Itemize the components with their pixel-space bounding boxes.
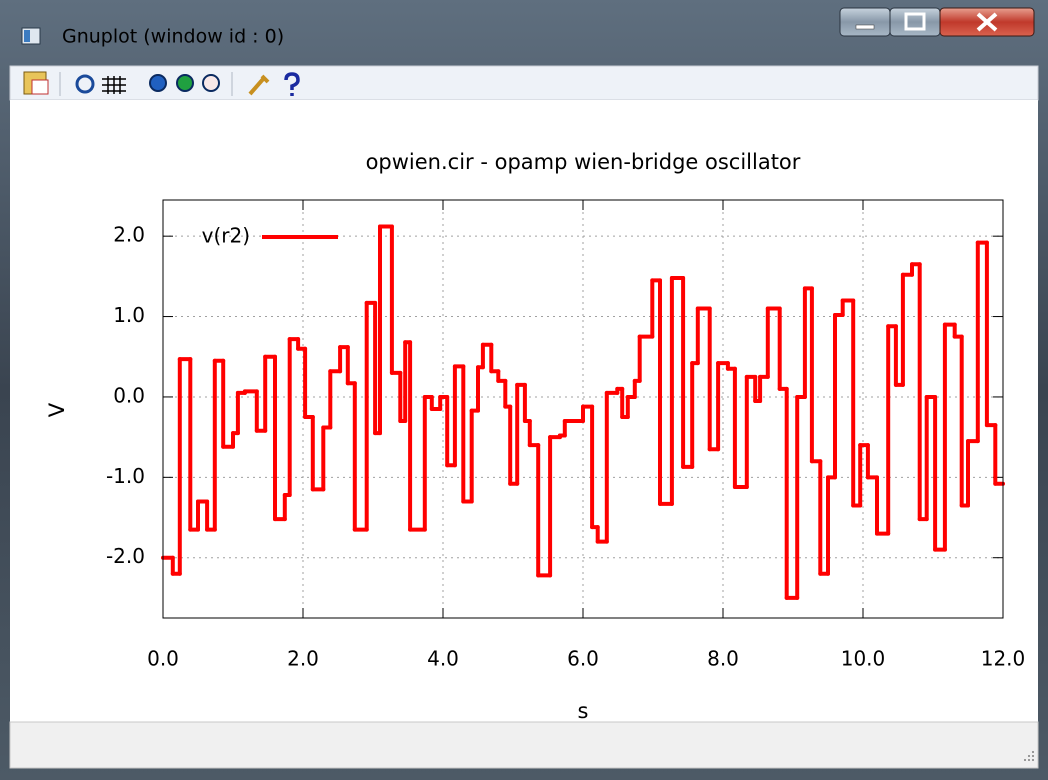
autoscale-icon[interactable] <box>202 74 220 92</box>
plot-border <box>162 199 1004 619</box>
x-axis-label: s <box>578 699 589 723</box>
grid-icon[interactable] <box>102 76 126 94</box>
x-tick-label: 4.0 <box>427 647 459 671</box>
resize-grip <box>1024 751 1034 761</box>
maximize-button[interactable] <box>889 7 941 37</box>
status-bar <box>9 721 1039 769</box>
y-axis-label: V <box>45 402 69 417</box>
help-icon[interactable] <box>284 72 300 96</box>
x-tick-label: 8.0 <box>707 647 739 671</box>
zoom-prev-icon[interactable] <box>149 74 167 92</box>
x-tick-label: 6.0 <box>567 647 599 671</box>
y-tick-label: 0.0 <box>113 383 145 407</box>
zoom-next-icon[interactable] <box>176 74 194 92</box>
copy-icon-part <box>31 79 49 95</box>
x-tick-label: 2.0 <box>287 647 319 671</box>
legend-label: v(r2) <box>202 224 250 248</box>
x-tick-label: 10.0 <box>841 647 886 671</box>
close-glyph <box>976 12 998 32</box>
options-icon[interactable] <box>248 74 270 96</box>
replot-icon[interactable] <box>75 74 95 94</box>
y-tick-label: 2.0 <box>113 223 145 247</box>
y-tick-label: -2.0 <box>106 544 145 568</box>
chart-title: opwien.cir - opamp wien-bridge oscillato… <box>366 150 801 174</box>
minimize-button[interactable] <box>839 7 891 37</box>
y-tick-label: -1.0 <box>106 464 145 488</box>
maximize-glyph <box>904 12 926 31</box>
toolbar-icons <box>23 71 300 96</box>
window-title: Gnuplot (window id : 0) <box>62 26 284 48</box>
window-icon-part <box>24 30 30 42</box>
y-tick-label: 1.0 <box>113 303 145 327</box>
x-tick-label: 12.0 <box>981 647 1026 671</box>
x-tick-label: 0.0 <box>147 647 179 671</box>
minimize-glyph <box>855 24 875 30</box>
